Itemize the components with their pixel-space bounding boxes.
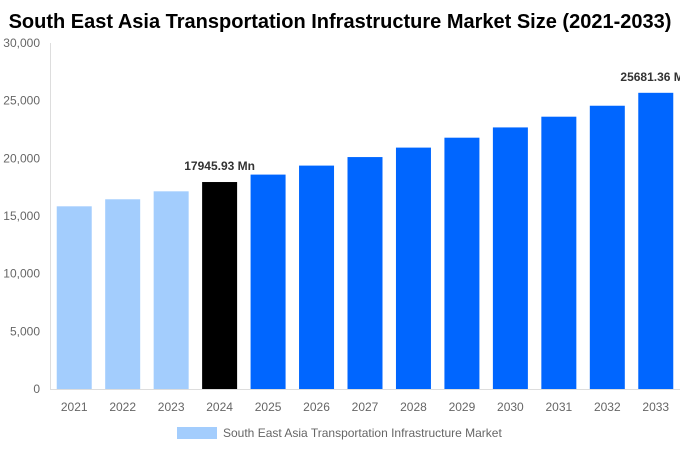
x-tick-label: 2030: [497, 400, 524, 414]
x-tick-label: 2022: [109, 400, 136, 414]
bar-2024[interactable]: [202, 182, 238, 389]
x-tick-label: 2021: [61, 400, 88, 414]
bar-2023[interactable]: [153, 191, 189, 389]
x-tick-label: 2032: [594, 400, 621, 414]
y-tick-label: 30,000: [3, 36, 40, 50]
bar-2022[interactable]: [105, 199, 141, 389]
x-tick-label: 2031: [545, 400, 572, 414]
data-label-2033: 25681.36 Mn: [620, 70, 680, 84]
bar-2033[interactable]: [638, 92, 674, 389]
y-tick-label: 25,000: [3, 94, 40, 108]
y-tick-label: 10,000: [3, 267, 40, 281]
x-tick-label: 2024: [206, 400, 233, 414]
y-tick-label: 15,000: [3, 209, 40, 223]
x-tick-label: 2026: [303, 400, 330, 414]
x-tick-label: 2023: [158, 400, 185, 414]
legend-swatch[interactable]: [177, 427, 217, 439]
x-tick-label: 2033: [642, 400, 669, 414]
bar-2030[interactable]: [492, 127, 528, 389]
x-tick-label: 2029: [449, 400, 476, 414]
bar-2032[interactable]: [589, 105, 625, 389]
y-tick-label: 5,000: [10, 324, 40, 338]
x-tick-label: 2027: [352, 400, 379, 414]
legend-label[interactable]: South East Asia Transportation Infrastru…: [223, 426, 502, 440]
bar-2029[interactable]: [444, 137, 480, 389]
bar-2028[interactable]: [395, 147, 431, 389]
x-tick-label: 2028: [400, 400, 427, 414]
bar-2025[interactable]: [250, 174, 286, 389]
y-tick-label: 20,000: [3, 151, 40, 165]
bar-2026[interactable]: [299, 165, 335, 389]
y-tick-label: 0: [33, 382, 40, 396]
data-label-2024: 17945.93 Mn: [184, 159, 255, 173]
bar-2021[interactable]: [56, 206, 92, 389]
bar-2027[interactable]: [347, 157, 383, 389]
chart-title: South East Asia Transportation Infrastru…: [9, 11, 672, 33]
x-tick-label: 2025: [255, 400, 282, 414]
bar-2031[interactable]: [541, 116, 577, 389]
